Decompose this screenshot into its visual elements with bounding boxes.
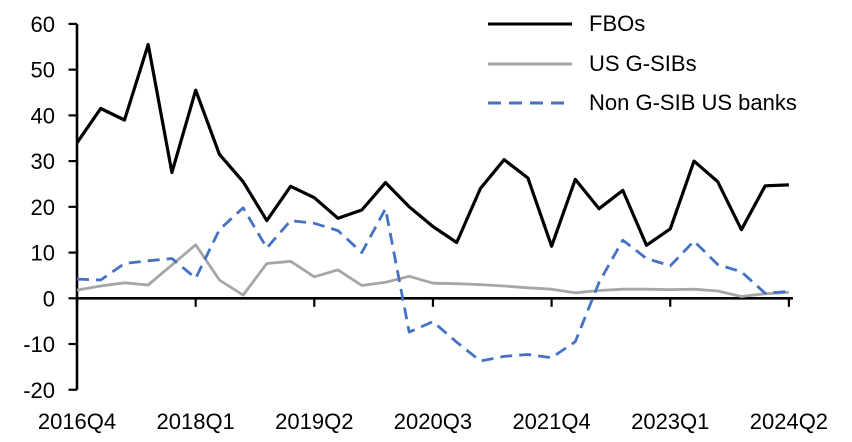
x-tick-label: 2023Q1 <box>631 409 709 434</box>
series-line-non-g-sib-us-banks <box>76 206 790 363</box>
y-tick-label: -20 <box>23 378 55 403</box>
series-line-us-g-sibs <box>76 243 789 298</box>
legend-label-us-g-sibs: US G-SIBs <box>589 50 697 76</box>
x-tick-label: 2021Q4 <box>512 409 590 434</box>
y-tick-label: 30 <box>31 149 55 174</box>
y-tick-label: 40 <box>31 103 55 128</box>
x-tick-label: 2018Q1 <box>157 409 235 434</box>
solid-gray-line-icon <box>488 62 572 65</box>
y-tick-label: 60 <box>31 12 55 37</box>
series-line-fbos <box>75 42 789 248</box>
y-tick-label: 0 <box>43 286 55 311</box>
legend-label-non-g-sib-us-banks: Non G-SIB US banks <box>589 90 797 115</box>
x-tick-label: 2016Q4 <box>38 409 116 434</box>
legend-label-fbos: FBOs <box>589 11 646 36</box>
y-tick-label: -10 <box>23 332 55 357</box>
y-tick-label: 50 <box>31 58 55 83</box>
x-tick-label: 2020Q3 <box>394 409 472 434</box>
y-tick-label: 10 <box>31 241 55 266</box>
chart-legend: FBOs US G-SIBs Non G-SIB US banks <box>487 10 817 117</box>
dashed-blue-line-icon <box>488 101 572 105</box>
y-tick-label: 20 <box>31 195 55 220</box>
x-tick-label: 2019Q2 <box>275 409 353 434</box>
x-tick-label: 2024Q2 <box>750 409 828 434</box>
legend-item-non-g-sib-us-banks: Non G-SIB US banks <box>487 89 817 117</box>
solid-black-line-icon <box>488 22 572 26</box>
legend-item-fbos: FBOs <box>487 10 817 38</box>
legend-item-us-g-sibs: US G-SIBs <box>487 50 817 78</box>
